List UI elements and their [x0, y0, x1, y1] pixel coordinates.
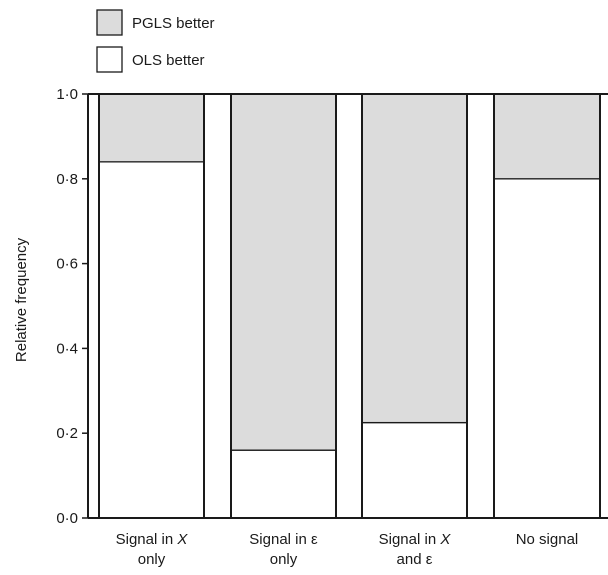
y-tick-label: 1·0 [56, 86, 78, 103]
bar-pgls-4 [493, 93, 601, 180]
legend-swatch [96, 9, 123, 36]
legend-swatch [96, 46, 123, 73]
bar-ols-3 [361, 421, 468, 519]
x-tick-label: No signal [516, 531, 579, 548]
x-axis: Signal in X only Signal in ε only Signal in … [116, 531, 579, 568]
y-tick-label: 0·4 [56, 340, 78, 357]
x-tick-label-line2: and ε [397, 551, 433, 568]
legend-label: PGLS better [132, 15, 215, 32]
y-tick-label: 0·8 [56, 171, 78, 188]
x-tick-label-line2: only [138, 551, 166, 568]
legend: PGLS better OLS better [96, 9, 215, 73]
bar-pgls-3 [361, 93, 468, 424]
y-tick-label: 0·2 [56, 425, 78, 442]
x-tick-label-line2: only [270, 551, 298, 568]
y-tick-label: 0·6 [56, 256, 78, 273]
bar-pgls-2 [230, 93, 337, 451]
bar-ols-1 [98, 161, 205, 519]
plot-area [98, 93, 601, 519]
x-tick-label: Signal in X [116, 531, 189, 548]
bar-ols-4 [493, 178, 601, 519]
bar-pgls-1 [98, 93, 205, 163]
x-tick-label: Signal in X [379, 531, 452, 548]
legend-label: OLS better [132, 52, 205, 69]
bar-ols-2 [230, 449, 337, 519]
y-axis: 0·0 0·2 0·4 0·6 0·8 1·0 [56, 86, 608, 527]
x-tick-label: Signal in ε [249, 531, 318, 548]
y-tick-label: 0·0 [56, 510, 78, 527]
y-axis-label: Relative frequency [13, 237, 30, 362]
